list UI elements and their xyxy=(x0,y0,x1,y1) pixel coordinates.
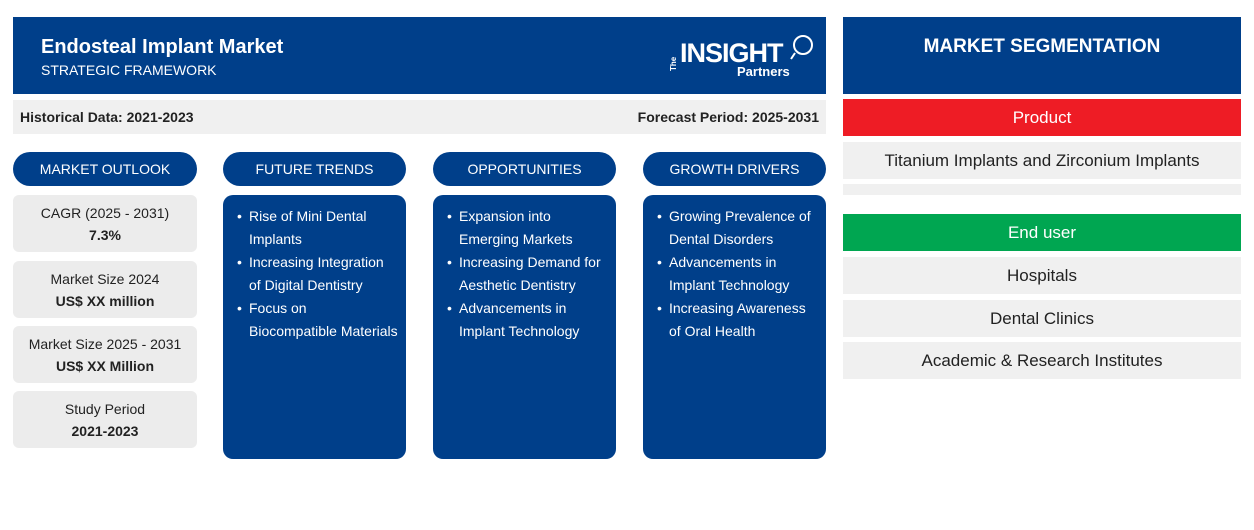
segment-end-user-header: End user xyxy=(843,214,1241,251)
outlook-value: 2021-2023 xyxy=(71,423,139,439)
period-bar: Historical Data: 2021-2023 Forecast Peri… xyxy=(13,100,826,134)
list-item: Increasing Demand for Aesthetic Dentistr… xyxy=(447,251,608,297)
segment-item: Academic & Research Institutes xyxy=(843,342,1241,379)
list-item: Growing Prevalence of Dental Disorders xyxy=(657,205,818,251)
future-trends-panel: Rise of Mini Dental Implants Increasing … xyxy=(223,195,406,459)
growth-drivers-heading: GROWTH DRIVERS xyxy=(643,152,826,186)
growth-drivers-panel: Growing Prevalence of Dental Disorders A… xyxy=(643,195,826,459)
segment-divider xyxy=(843,184,1241,195)
outlook-study-period-box: Study Period 2021-2023 xyxy=(13,391,197,448)
opportunities-heading: OPPORTUNITIES xyxy=(433,152,616,186)
logo-the-text: The xyxy=(669,56,678,71)
report-header: Endosteal Implant Market STRATEGIC FRAME… xyxy=(13,17,826,94)
outlook-label: CAGR (2025 - 2031) xyxy=(40,205,170,221)
opportunities-panel: Expansion into Emerging Markets Increasi… xyxy=(433,195,616,459)
outlook-market-size-forecast-box: Market Size 2025 - 2031 US$ XX Million xyxy=(13,326,197,383)
segment-item: Hospitals xyxy=(843,257,1241,294)
list-item: Increasing Integration of Digital Dentis… xyxy=(237,251,398,297)
outlook-value: US$ XX Million xyxy=(55,358,154,374)
list-item: Rise of Mini Dental Implants xyxy=(237,205,398,251)
outlook-market-size-2024-box: Market Size 2024 US$ XX million xyxy=(13,261,197,318)
list-item: Expansion into Emerging Markets xyxy=(447,205,608,251)
list-item: Increasing Awareness of Oral Health xyxy=(657,297,818,343)
report-subtitle: STRATEGIC FRAMEWORK xyxy=(41,62,217,78)
future-trends-heading: FUTURE TRENDS xyxy=(223,152,406,186)
report-title: Endosteal Implant Market xyxy=(41,36,284,58)
outlook-value: US$ XX million xyxy=(55,293,155,309)
outlook-cagr-box: CAGR (2025 - 2031) 7.3% xyxy=(13,195,197,252)
outlook-label: Market Size 2025 - 2031 xyxy=(28,336,182,352)
market-outlook-heading: MARKET OUTLOOK xyxy=(13,152,197,186)
market-segmentation-heading: MARKET SEGMENTATION xyxy=(843,17,1241,94)
list-item: Focus on Biocompatible Materials xyxy=(237,297,398,343)
forecast-period: Forecast Period: 2025-2031 xyxy=(637,109,819,125)
segment-item: Dental Clinics xyxy=(843,300,1241,337)
outlook-value: 7.3% xyxy=(89,227,121,243)
list-item: Advancements in Implant Technology xyxy=(447,297,608,343)
historical-period: Historical Data: 2021-2023 xyxy=(20,109,194,125)
insight-partners-logo: The INSIGHT Partners xyxy=(667,33,817,81)
logo-insight-text: INSIGHT xyxy=(680,38,784,68)
segment-product-header: Product xyxy=(843,99,1241,136)
segment-item: Titanium Implants and Zirconium Implants xyxy=(843,142,1241,179)
outlook-label: Study Period xyxy=(64,401,146,417)
list-item: Advancements in Implant Technology xyxy=(657,251,818,297)
outlook-label: Market Size 2024 xyxy=(50,271,160,287)
logo-partners-text: Partners xyxy=(737,64,790,79)
logo-swoosh-icon xyxy=(790,35,813,60)
